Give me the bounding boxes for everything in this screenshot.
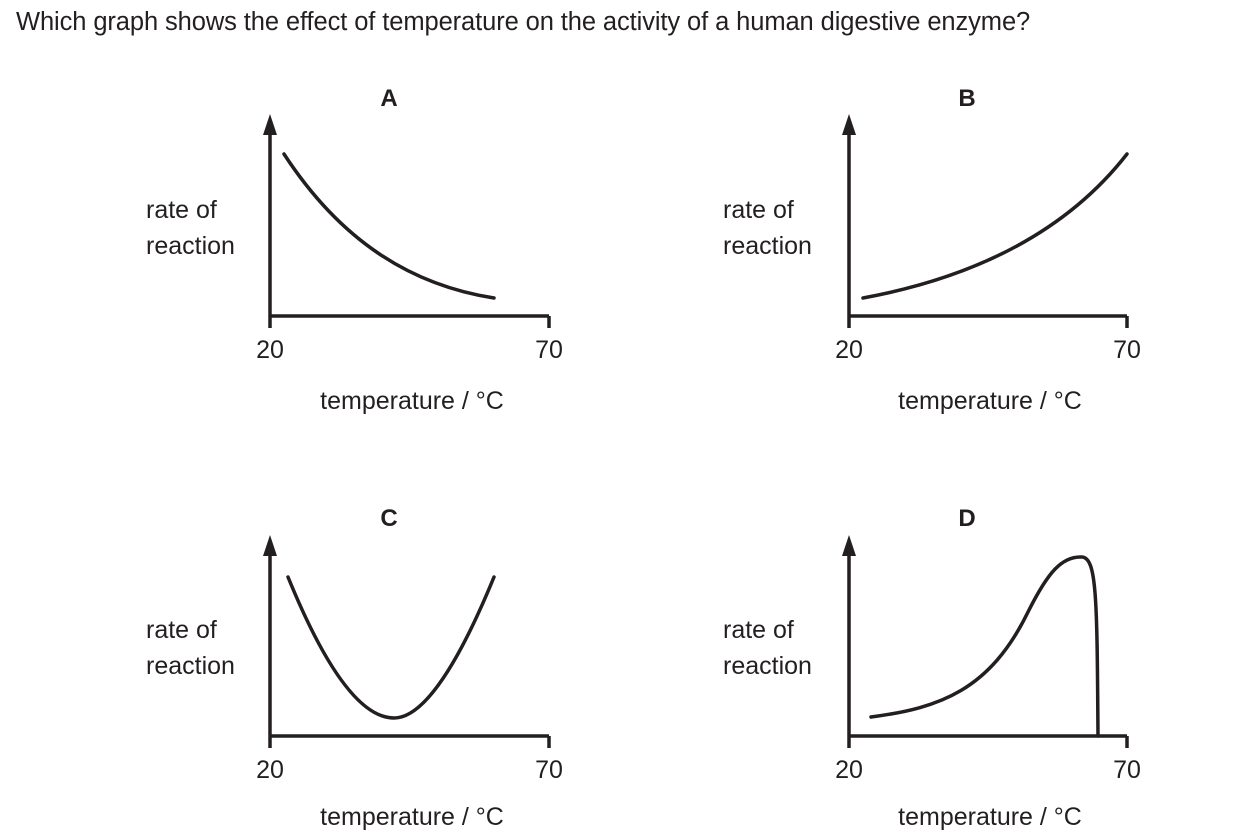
panel-d-letter: D <box>958 505 975 532</box>
panel-a-letter: A <box>380 85 397 112</box>
panel-b-xtick-70: 70 <box>1113 336 1141 364</box>
panel-a-ylabel-line1: rate of <box>146 196 217 224</box>
panel-a: A rate of reaction 20 70 temperature / °… <box>146 85 563 415</box>
panel-c-ylabel-line1: rate of <box>146 616 217 644</box>
panel-d-ylabel-line2: reaction <box>723 652 812 680</box>
panel-a-xlabel: temperature / °C <box>320 387 504 415</box>
panel-b-xtick-20: 20 <box>835 336 863 364</box>
panel-b-curve <box>861 152 1129 300</box>
panel-c-xtick-20: 20 <box>256 756 284 784</box>
panel-c-xlabel: temperature / °C <box>320 803 504 831</box>
panel-b-y-arrowhead <box>842 114 856 135</box>
panel-d-xtick-70: 70 <box>1113 756 1141 784</box>
panel-c-curve <box>286 575 496 720</box>
panel-d-y-arrowhead <box>842 535 856 556</box>
panel-b-letter: B <box>958 85 975 112</box>
question-text: Which graph shows the effect of temperat… <box>16 8 1031 36</box>
panel-b-xlabel: temperature / °C <box>898 387 1082 415</box>
panel-a-xtick-70: 70 <box>535 336 563 364</box>
panel-c-ylabel-line2: reaction <box>146 652 235 680</box>
panel-c-xtick-70: 70 <box>535 756 563 784</box>
panel-a-y-arrowhead <box>263 114 277 135</box>
panel-c: C rate of reaction 20 70 temperature / °… <box>146 505 563 831</box>
panel-c-y-arrowhead <box>263 535 277 556</box>
panel-b-ylabel-line1: rate of <box>723 196 794 224</box>
panel-d-xlabel: temperature / °C <box>898 803 1082 831</box>
panel-d-ylabel-line1: rate of <box>723 616 794 644</box>
panel-a-ylabel-line2: reaction <box>146 232 235 260</box>
panel-b: B rate of reaction 20 70 temperature / °… <box>723 85 1141 415</box>
panel-d-xtick-20: 20 <box>835 756 863 784</box>
panel-a-xtick-20: 20 <box>256 336 284 364</box>
panel-d-curve <box>869 555 1100 738</box>
panel-b-ylabel-line2: reaction <box>723 232 812 260</box>
panel-d: D rate of reaction 20 70 temperature / °… <box>723 505 1141 831</box>
panel-c-letter: C <box>380 505 397 532</box>
panel-a-curve <box>282 152 496 300</box>
